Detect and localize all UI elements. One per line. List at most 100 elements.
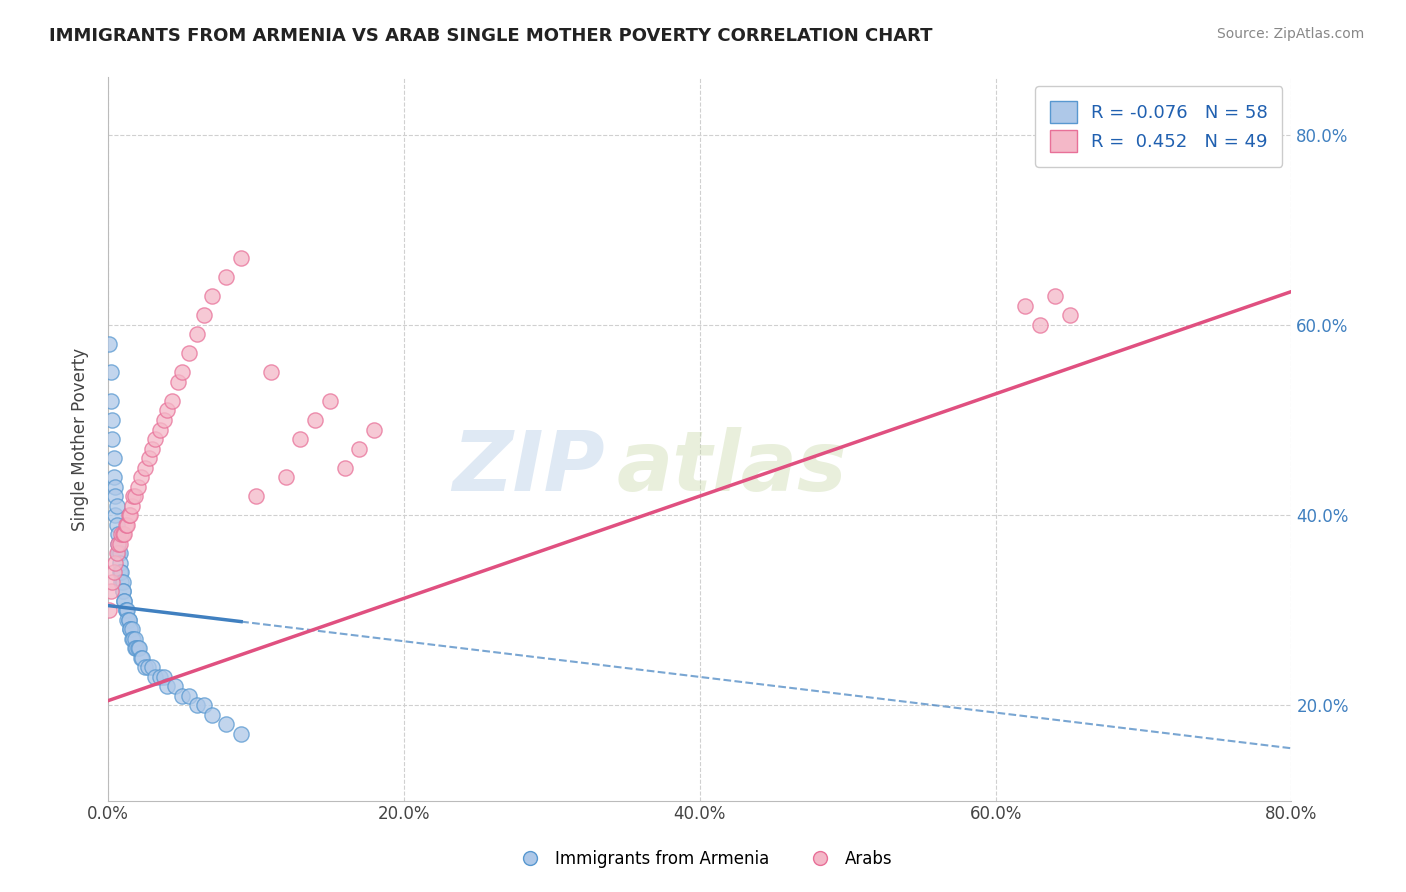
Point bbox=[124, 632, 146, 646]
Point bbox=[1043, 289, 1066, 303]
Point bbox=[104, 508, 127, 523]
Point bbox=[101, 574, 124, 589]
Point bbox=[110, 574, 132, 589]
Point bbox=[104, 480, 127, 494]
Legend: Immigrants from Armenia, Arabs: Immigrants from Armenia, Arabs bbox=[508, 844, 898, 875]
Point bbox=[319, 394, 342, 409]
Point bbox=[105, 546, 128, 560]
Point bbox=[120, 508, 142, 523]
Point bbox=[215, 270, 238, 285]
Text: atlas: atlas bbox=[617, 427, 848, 508]
Point bbox=[149, 670, 172, 684]
Point bbox=[245, 489, 267, 503]
Point bbox=[215, 717, 238, 731]
Point bbox=[170, 366, 193, 380]
Y-axis label: Single Mother Poverty: Single Mother Poverty bbox=[72, 348, 89, 531]
Point bbox=[170, 689, 193, 703]
Point bbox=[108, 566, 131, 580]
Point bbox=[153, 670, 176, 684]
Point bbox=[98, 337, 121, 351]
Point bbox=[101, 413, 124, 427]
Point bbox=[111, 584, 134, 599]
Point bbox=[112, 594, 135, 608]
Point bbox=[127, 641, 149, 656]
Point bbox=[200, 289, 222, 303]
Point bbox=[121, 632, 143, 646]
Point bbox=[166, 375, 188, 389]
Point bbox=[103, 470, 125, 484]
Point bbox=[110, 566, 132, 580]
Point bbox=[111, 574, 134, 589]
Point bbox=[107, 546, 129, 560]
Point bbox=[160, 394, 183, 409]
Point bbox=[103, 566, 125, 580]
Point bbox=[112, 527, 135, 541]
Point bbox=[124, 489, 146, 503]
Point bbox=[138, 451, 160, 466]
Point bbox=[122, 632, 145, 646]
Text: IMMIGRANTS FROM ARMENIA VS ARAB SINGLE MOTHER POVERTY CORRELATION CHART: IMMIGRANTS FROM ARMENIA VS ARAB SINGLE M… bbox=[49, 27, 932, 45]
Point bbox=[108, 546, 131, 560]
Point bbox=[129, 651, 152, 665]
Point bbox=[118, 613, 141, 627]
Point bbox=[108, 537, 131, 551]
Point bbox=[125, 641, 148, 656]
Point bbox=[115, 613, 138, 627]
Point bbox=[105, 499, 128, 513]
Point bbox=[118, 613, 141, 627]
Point bbox=[110, 527, 132, 541]
Point bbox=[163, 680, 186, 694]
Point bbox=[121, 623, 143, 637]
Point bbox=[121, 499, 143, 513]
Point bbox=[111, 527, 134, 541]
Point bbox=[134, 660, 156, 674]
Point bbox=[100, 394, 122, 409]
Legend: R = -0.076   N = 58, R =  0.452   N = 49: R = -0.076 N = 58, R = 0.452 N = 49 bbox=[1035, 87, 1282, 167]
Point bbox=[274, 470, 297, 484]
Point bbox=[118, 508, 141, 523]
Point bbox=[131, 651, 153, 665]
Point bbox=[333, 460, 356, 475]
Point bbox=[149, 423, 172, 437]
Point bbox=[111, 584, 134, 599]
Point bbox=[1014, 299, 1036, 313]
Point bbox=[304, 413, 326, 427]
Point bbox=[290, 432, 312, 446]
Point bbox=[107, 527, 129, 541]
Point bbox=[114, 603, 136, 617]
Point bbox=[143, 432, 166, 446]
Point bbox=[153, 413, 176, 427]
Point bbox=[179, 346, 201, 360]
Point bbox=[349, 442, 371, 456]
Point bbox=[101, 432, 124, 446]
Point bbox=[1059, 309, 1081, 323]
Point bbox=[200, 708, 222, 723]
Point bbox=[104, 489, 127, 503]
Point bbox=[260, 366, 283, 380]
Point bbox=[363, 423, 385, 437]
Point bbox=[100, 366, 122, 380]
Point bbox=[143, 670, 166, 684]
Point bbox=[103, 451, 125, 466]
Text: ZIP: ZIP bbox=[453, 427, 605, 508]
Point bbox=[156, 680, 179, 694]
Point bbox=[136, 660, 159, 674]
Point bbox=[112, 594, 135, 608]
Point bbox=[231, 252, 253, 266]
Text: Source: ZipAtlas.com: Source: ZipAtlas.com bbox=[1216, 27, 1364, 41]
Point bbox=[179, 689, 201, 703]
Point bbox=[186, 698, 208, 713]
Point bbox=[156, 403, 179, 417]
Point bbox=[107, 537, 129, 551]
Point bbox=[124, 641, 146, 656]
Point bbox=[105, 517, 128, 532]
Point bbox=[193, 698, 215, 713]
Point bbox=[108, 556, 131, 570]
Point bbox=[114, 603, 136, 617]
Point bbox=[193, 309, 215, 323]
Point bbox=[141, 660, 163, 674]
Point bbox=[231, 727, 253, 741]
Point bbox=[107, 537, 129, 551]
Point bbox=[115, 603, 138, 617]
Point bbox=[98, 603, 121, 617]
